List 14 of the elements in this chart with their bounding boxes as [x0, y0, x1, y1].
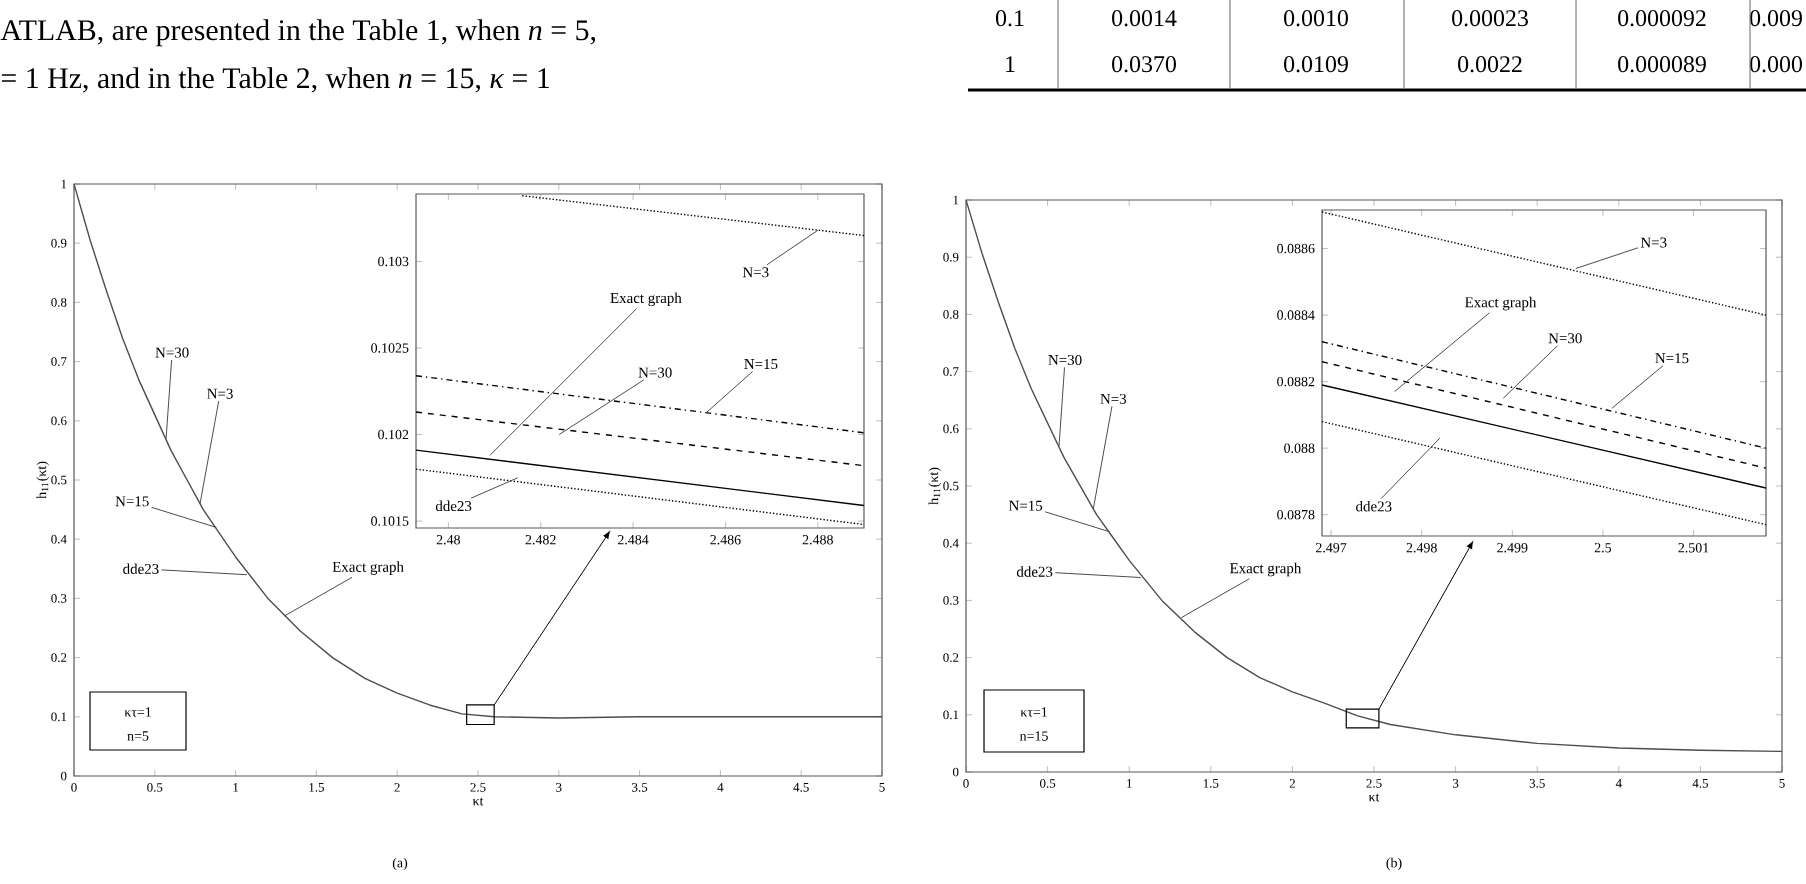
text: 0.0109: [1284, 56, 1348, 73]
text: 1: [1006, 56, 1015, 72]
text: 0.00023: [1452, 10, 1528, 27]
text: 0.0370: [1112, 56, 1176, 73]
text: 0.0022: [1458, 56, 1522, 73]
text: 0.000089: [1618, 56, 1706, 73]
text: 0.009: [1750, 10, 1802, 27]
text: = 1 Hz, and in the Table 2, when n = 15, κ = 1: [1, 67, 549, 93]
text: 0.0014: [1112, 10, 1177, 27]
text: 0.000: [1750, 56, 1802, 73]
text: 0.0010: [1284, 10, 1348, 27]
text: ATLAB, are presented in the Table 1, when n = 5,: [0, 19, 596, 47]
text: 0.1: [995, 10, 1024, 27]
text: 0.000092: [1618, 10, 1706, 27]
